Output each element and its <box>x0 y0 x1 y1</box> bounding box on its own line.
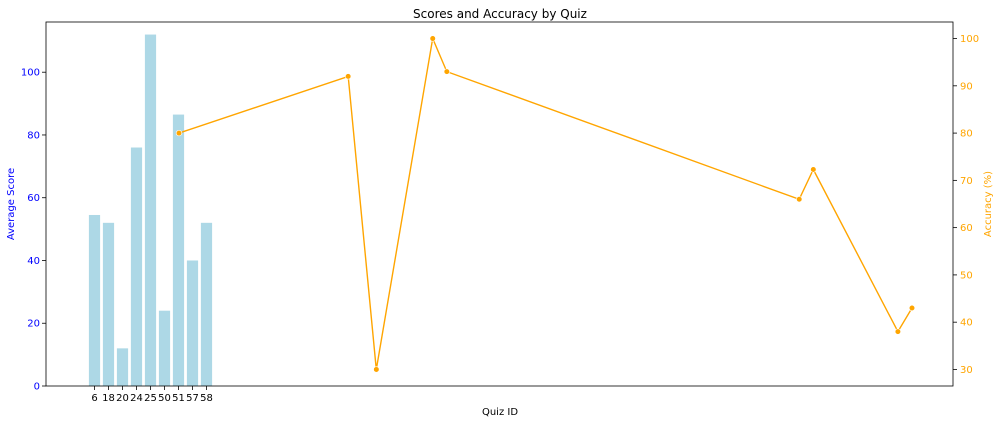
bar <box>88 214 101 386</box>
line-point <box>429 35 436 42</box>
bar <box>158 310 171 386</box>
bar <box>116 348 129 386</box>
x-tick-label: 24 <box>130 393 143 404</box>
y-right-tick-label: 30 <box>960 365 973 376</box>
x-tick-label: 20 <box>116 393 129 404</box>
x-tick-label: 6 <box>91 393 97 404</box>
y-left-tick-label: 40 <box>27 256 40 267</box>
y-right-tick-label: 80 <box>960 129 973 140</box>
plot-frame <box>45 21 954 387</box>
line-point <box>373 366 380 373</box>
line-point <box>796 196 803 203</box>
y-right-tick-label: 90 <box>960 81 973 92</box>
y-left-tick-label: 100 <box>21 68 40 79</box>
y-left-tick-label: 80 <box>27 130 40 141</box>
x-axis: 6 18 20 24 25 50 51 57 58 <box>91 386 213 404</box>
line-point <box>443 68 450 75</box>
y-left-tick-label: 20 <box>27 319 40 330</box>
line-point <box>345 73 352 80</box>
bar <box>172 114 185 386</box>
y-left-tick-label: 0 <box>34 382 40 393</box>
y-left-tick-label: 60 <box>27 193 40 204</box>
x-tick-label: 25 <box>144 393 157 404</box>
x-tick-label: 58 <box>200 393 213 404</box>
bar <box>200 222 213 386</box>
bar <box>144 34 157 386</box>
y-axis-right: 30 40 50 60 70 80 90 100 <box>953 34 979 376</box>
y-axis-left-label: Average Score <box>6 168 17 240</box>
x-tick-label: 18 <box>102 393 115 404</box>
x-tick-label: 50 <box>158 393 171 404</box>
line-point <box>894 328 902 335</box>
accuracy-line <box>178 36 913 370</box>
x-tick-label: 51 <box>172 393 185 404</box>
line-series <box>175 35 916 373</box>
y-right-tick-label: 70 <box>960 176 973 187</box>
x-tick-label: 57 <box>186 393 199 404</box>
y-axis-right-label: Accuracy (%) <box>983 171 994 237</box>
bar <box>130 147 143 386</box>
y-right-tick-label: 50 <box>960 270 973 281</box>
bar-series <box>88 34 213 386</box>
y-axis-left: 0 20 40 60 80 100 <box>21 68 46 393</box>
chart-title: Scores and Accuracy by Quiz <box>413 7 587 21</box>
x-axis-label: Quiz ID <box>482 407 518 418</box>
bar <box>186 260 199 386</box>
line-point <box>175 129 183 137</box>
y-right-tick-label: 40 <box>960 318 973 329</box>
line-point <box>908 304 916 312</box>
line-point <box>810 166 817 173</box>
bar <box>102 222 115 386</box>
y-right-tick-label: 100 <box>960 34 979 45</box>
y-right-tick-label: 60 <box>960 223 973 234</box>
